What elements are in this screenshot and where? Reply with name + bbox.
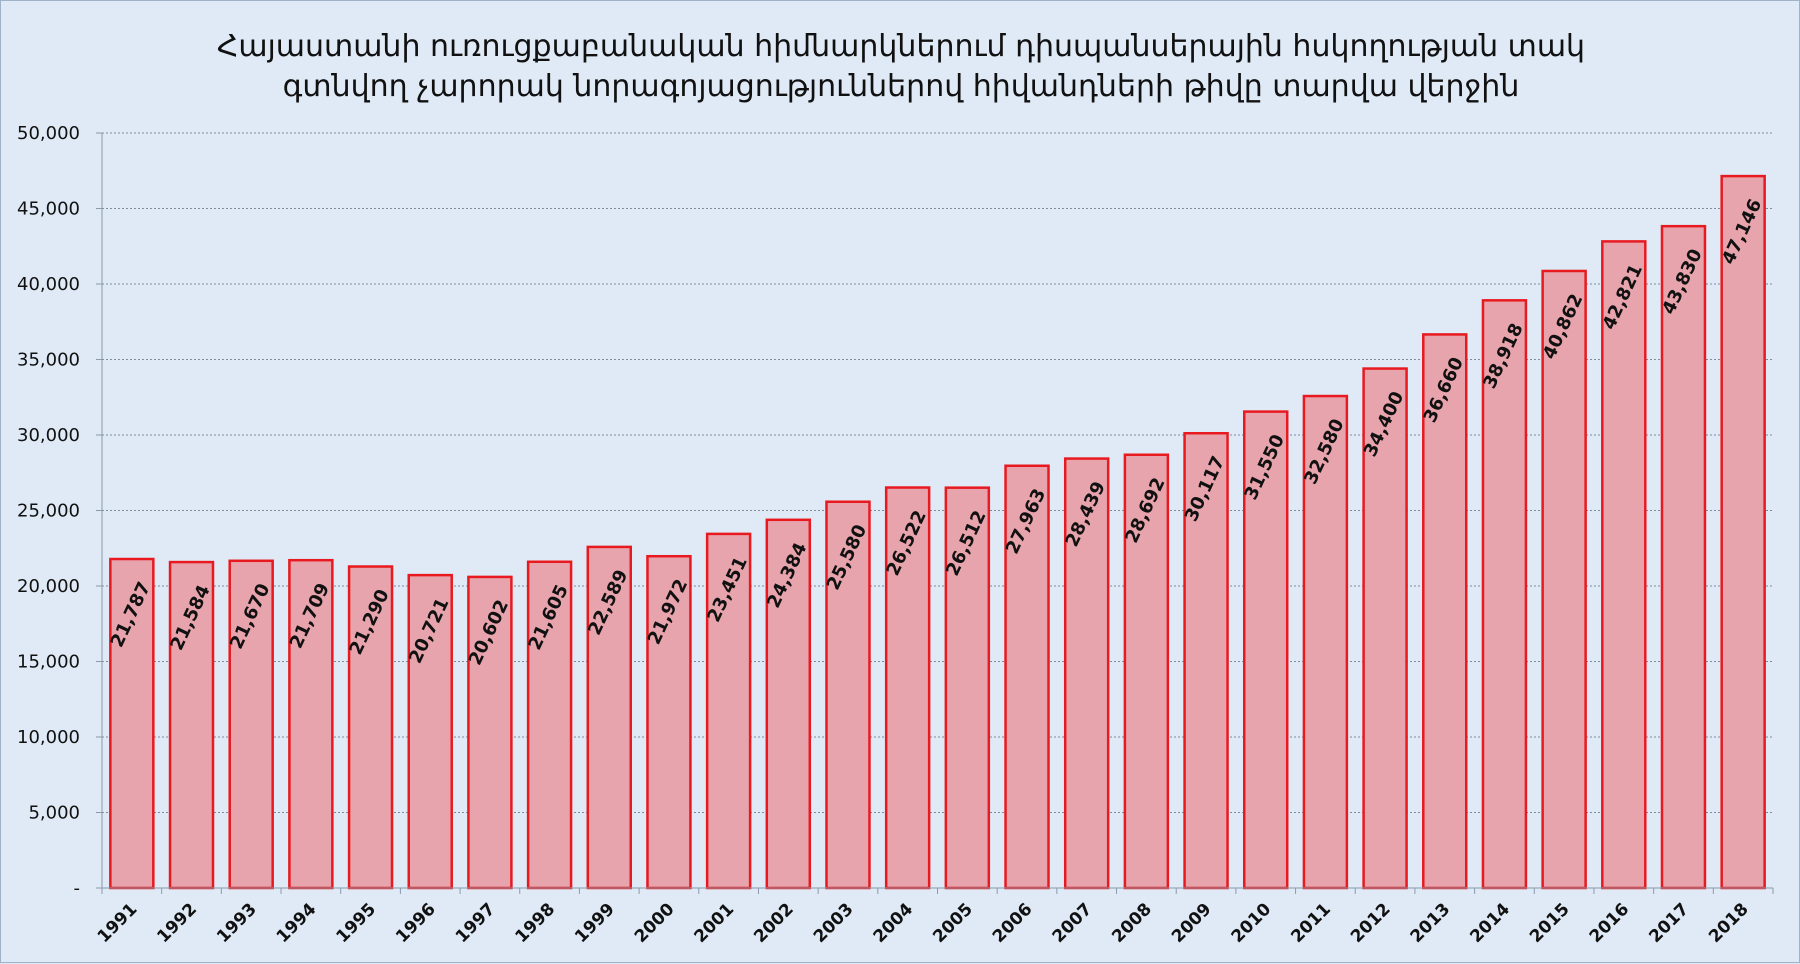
x-tick-label-2015: 2015 [1526, 899, 1574, 947]
bar-2016 [1601, 240, 1647, 890]
x-tick-label-2017: 2017 [1645, 899, 1693, 947]
y-tick-label: 30,000 [17, 425, 80, 446]
y-tick-label: - [74, 878, 81, 899]
x-tick-label-2000: 2000 [631, 899, 679, 947]
bar-1992 [168, 560, 215, 890]
x-tick-label-1997: 1997 [452, 899, 500, 947]
bar-2006 [1004, 464, 1050, 890]
x-tick-label-2004: 2004 [870, 899, 918, 947]
bar-1996 [407, 573, 453, 890]
x-tick-label-2003: 2003 [810, 899, 858, 947]
bar-2017 [1660, 224, 1707, 890]
x-tick-label-1999: 1999 [571, 899, 619, 947]
x-tick-label-1991: 1991 [94, 899, 142, 947]
x-tick-label-2002: 2002 [750, 899, 798, 947]
x-tick-label-2014: 2014 [1466, 899, 1514, 947]
x-tick-label-2012: 2012 [1347, 899, 1395, 947]
x-tick-label-2006: 2006 [989, 899, 1037, 947]
chart-title-line-2: գտնվող չարորակ նորագոյացություններով հիվ… [283, 69, 1520, 104]
bar-2000 [646, 554, 692, 890]
x-tick-label-2001: 2001 [691, 899, 739, 947]
x-tick-label-2010: 2010 [1228, 899, 1276, 947]
x-tick-label-1992: 1992 [153, 899, 201, 947]
y-tick-label: 40,000 [17, 274, 80, 295]
bar-1994 [288, 558, 334, 890]
bar-2001 [705, 532, 752, 890]
x-tick-label-2011: 2011 [1287, 899, 1335, 947]
chart-title: Հայաստանի ուռուցքաբանական հիմնարկներում … [217, 29, 1585, 104]
x-tick-label-1996: 1996 [392, 899, 440, 947]
bar-2013 [1422, 333, 1468, 890]
bar-1999 [586, 545, 633, 890]
y-axis: - 5,000 10,000 15,000 20,000 25,000 30,000 35,0… [17, 123, 103, 899]
bar-1995 [347, 565, 394, 890]
y-tick-label: 50,000 [17, 123, 80, 144]
x-tick-label-1995: 1995 [332, 899, 380, 947]
x-tick-label-1993: 1993 [213, 899, 261, 947]
bar-1993 [228, 559, 274, 890]
x-tick-label-1994: 1994 [273, 899, 321, 947]
bar-2004 [884, 486, 931, 890]
y-tick-label: 35,000 [17, 350, 80, 371]
x-tick-label-2005: 2005 [929, 899, 977, 947]
y-tick-label: 20,000 [17, 576, 80, 597]
bar-2002 [765, 518, 812, 890]
bars [109, 174, 1766, 890]
bar-2015 [1541, 269, 1587, 890]
bar-2009 [1183, 431, 1229, 890]
bar-2012 [1362, 367, 1408, 890]
x-tick-label-2013: 2013 [1407, 899, 1455, 947]
x-axis: 1991 1992 1993 1994 1995 1996 1997 1998 1999 2000… [94, 887, 1774, 947]
y-tick-label: 25,000 [17, 501, 80, 522]
bar-2003 [825, 500, 871, 890]
bar-1991 [109, 557, 155, 890]
bar-2008 [1123, 453, 1170, 890]
y-tick-label: 5,000 [28, 803, 80, 824]
bar-1998 [526, 560, 573, 890]
x-tick-label-1998: 1998 [512, 899, 560, 947]
bar-2018 [1720, 174, 1766, 890]
y-tick-label: 15,000 [17, 652, 80, 673]
x-tick-label-2018: 2018 [1705, 899, 1753, 947]
x-tick-label-2008: 2008 [1108, 899, 1156, 947]
x-tick-label-2007: 2007 [1049, 899, 1097, 947]
chart-title-line-1: Հայաստանի ուռուցքաբանական հիմնարկներում … [217, 29, 1585, 64]
bar-2010 [1242, 410, 1289, 890]
y-tick-label: 10,000 [17, 727, 80, 748]
bar-2005 [944, 486, 991, 890]
x-tick-label-2016: 2016 [1586, 899, 1634, 947]
bar-2011 [1302, 394, 1349, 890]
x-tick-label-2009: 2009 [1168, 899, 1216, 947]
y-tick-label: 45,000 [17, 199, 80, 220]
bar-1997 [467, 575, 513, 890]
